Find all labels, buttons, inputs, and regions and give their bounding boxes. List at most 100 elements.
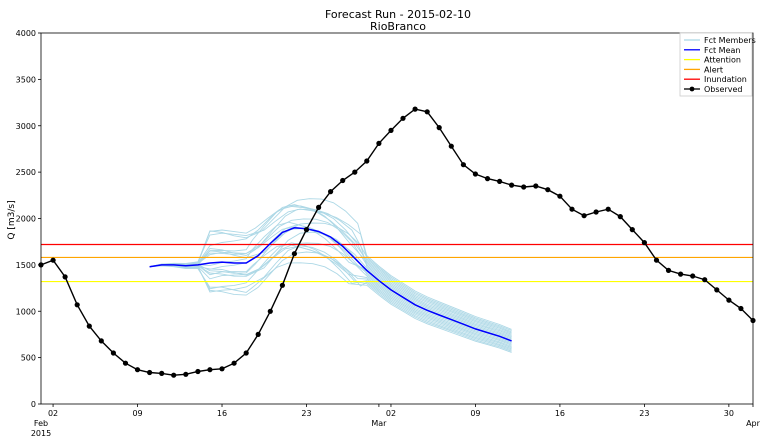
y-axis-label: Q [m3/s]	[7, 200, 17, 239]
observed-point	[593, 209, 599, 215]
observed-point	[714, 287, 720, 293]
observed-point	[665, 267, 672, 273]
observed-point	[86, 323, 92, 329]
observed-point	[134, 367, 141, 373]
observed-point	[497, 178, 503, 184]
observed-point	[328, 189, 334, 195]
observed-point	[533, 183, 539, 189]
observed-point	[436, 125, 442, 131]
x-tick-label: 16	[217, 409, 227, 418]
forecast-mean-line	[149, 227, 512, 342]
x-month-label: 2015	[31, 429, 51, 438]
observed-point	[545, 187, 551, 193]
y-tick-label: 2000	[16, 215, 36, 224]
forecast-member-line	[149, 198, 512, 330]
observed-point	[569, 206, 575, 212]
observed-point	[255, 331, 261, 337]
y-tick-label: 2500	[16, 168, 36, 177]
x-tick-label: 23	[301, 409, 311, 418]
observed-point	[122, 360, 129, 366]
observed-point	[738, 305, 744, 312]
observed-point	[110, 350, 116, 356]
observed-point	[460, 162, 466, 168]
observed-point	[702, 277, 708, 283]
observed-point	[653, 257, 660, 263]
observed-point	[231, 360, 237, 366]
y-tick-label: 500	[21, 354, 36, 363]
observed-point	[448, 143, 454, 149]
x-tick-label: 02	[386, 409, 396, 418]
forecast-member-line	[149, 262, 512, 353]
observed-point	[74, 302, 80, 308]
x-tick-label: 30	[724, 409, 734, 418]
observed-point	[678, 271, 684, 277]
observed-point	[364, 158, 370, 164]
y-tick-label: 0	[31, 400, 36, 409]
x-tick-label: 02	[48, 409, 58, 418]
legend-label: Fct Mean	[704, 46, 740, 55]
x-tick-label: 09	[470, 409, 480, 418]
observed-point	[303, 227, 310, 233]
observed-point	[279, 282, 285, 288]
observed-point	[400, 115, 406, 121]
observed-point	[171, 372, 177, 378]
observed-point	[340, 177, 346, 184]
chart-subtitle: RioBranco	[370, 20, 426, 33]
observed-point	[207, 367, 213, 373]
observed-point	[629, 227, 635, 233]
observed-point	[183, 371, 189, 377]
observed-point	[726, 297, 732, 303]
y-tick-label: 1000	[16, 307, 36, 316]
x-tick-label: 16	[555, 409, 565, 418]
forecast-member-line	[149, 218, 512, 338]
forecast-member-line	[149, 243, 512, 347]
y-tick-label: 3500	[16, 75, 36, 84]
observed-point	[690, 273, 696, 279]
y-tick-label: 4000	[16, 29, 36, 38]
x-tick-label: 23	[639, 409, 649, 418]
observed-point	[50, 257, 56, 263]
observed-point	[352, 169, 358, 175]
forecast-member-line	[149, 231, 512, 345]
observed-point	[557, 193, 563, 199]
chart-title: Forecast Run - 2015-02-10	[325, 8, 471, 21]
observed-point	[316, 204, 322, 210]
observed-point	[147, 369, 153, 376]
observed-point	[376, 140, 382, 146]
y-ticks: 0 500 1000 1500 2000 2500 3000 3500 4000	[16, 29, 41, 409]
legend-label: Inundation	[704, 75, 747, 84]
observed-layer	[38, 106, 756, 378]
threshold-lines-layer	[41, 243, 753, 283]
y-tick-label: 1500	[16, 261, 36, 270]
forecast-members-layer	[149, 198, 512, 353]
observed-point	[267, 308, 273, 314]
observed-point	[617, 214, 623, 220]
plot-frame	[40, 32, 754, 405]
observed-point	[159, 370, 165, 376]
legend-label: Alert	[704, 65, 723, 74]
observed-point	[62, 274, 68, 280]
forecast-member-line	[149, 204, 512, 334]
forecast-mean-layer	[149, 227, 512, 342]
observed-point	[521, 184, 527, 190]
x-month-label: Feb	[34, 419, 48, 428]
observed-point	[243, 350, 249, 356]
observed-point	[509, 182, 515, 188]
forecast-member-line	[149, 246, 512, 349]
forecast-member-line	[149, 208, 512, 333]
observed-point	[472, 171, 478, 177]
observed-point	[291, 251, 297, 257]
x-tick-label: 09	[132, 409, 142, 418]
observed-point	[641, 240, 648, 246]
observed-point	[605, 206, 611, 212]
x-month-label: Apr	[746, 419, 761, 428]
observed-point	[388, 127, 394, 133]
legend-label: Fct Members	[704, 36, 756, 45]
observed-point	[424, 109, 430, 115]
forecast-member-line	[149, 208, 512, 336]
legend-label: Attention	[704, 56, 741, 65]
forecast-member-line	[149, 251, 512, 352]
